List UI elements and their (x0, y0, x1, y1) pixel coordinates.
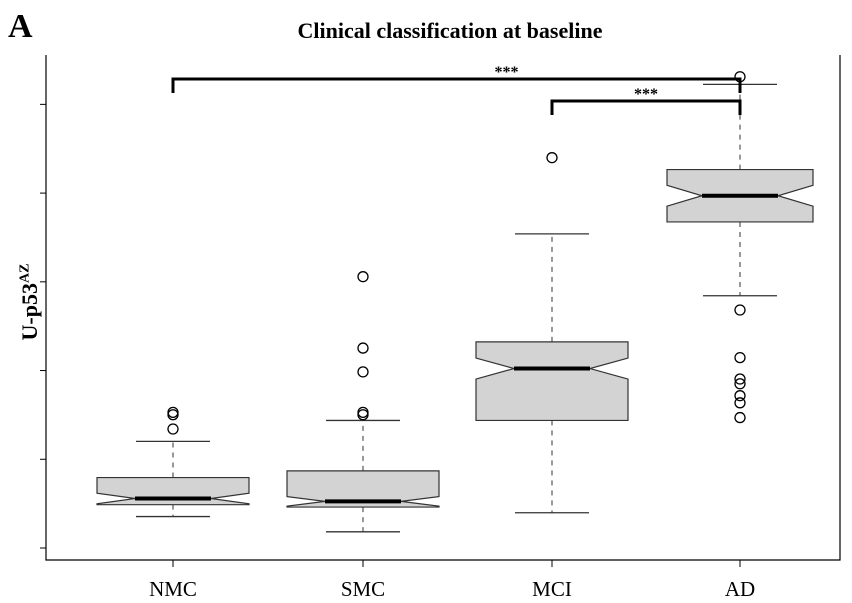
outlier-point (167, 423, 179, 435)
outlier-point (734, 390, 746, 402)
outlier-point (734, 304, 746, 316)
outlier-point (546, 152, 558, 164)
x-tick-label-nmc: NMC (149, 577, 197, 601)
significance-layer: *** *** (171, 64, 742, 115)
plot-frame (40, 55, 841, 561)
x-tick-label-mci: MCI (532, 577, 572, 601)
outlier-point (734, 397, 746, 409)
x-tick-label-smc: SMC (341, 577, 385, 601)
panel-letter: A (8, 8, 33, 45)
outlier-point (357, 406, 369, 418)
significance-label: *** (634, 86, 658, 103)
outlier-point (734, 411, 746, 424)
outlier-point (357, 409, 369, 421)
box-mci (475, 152, 629, 514)
boxes-layer (96, 71, 814, 533)
outlier-point (734, 351, 746, 364)
significance-bracket: *** (550, 86, 742, 115)
outlier-point (167, 406, 179, 418)
outlier-point (167, 409, 179, 421)
outlier-point (357, 342, 369, 354)
outlier-point (357, 366, 369, 378)
box-body (286, 470, 440, 508)
box-smc (286, 271, 440, 533)
box-nmc (96, 406, 250, 518)
significance-bracket: *** (171, 64, 742, 93)
outlier-point (357, 271, 369, 283)
box-body (475, 341, 629, 422)
x-ticks-layer: NMC SMC MCI AD (149, 560, 755, 601)
bracket-line (171, 77, 742, 93)
outlier-point (734, 373, 746, 385)
outlier-point (734, 378, 746, 390)
box-body (96, 476, 250, 506)
bracket-line (550, 99, 742, 115)
box-ad (666, 71, 814, 424)
chart-title: Clinical classification at baseline (297, 18, 603, 43)
significance-label: *** (495, 64, 519, 81)
x-tick-label-ad: AD (725, 577, 755, 601)
axis-frame (45, 55, 841, 561)
